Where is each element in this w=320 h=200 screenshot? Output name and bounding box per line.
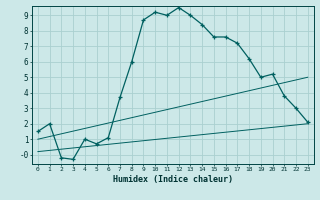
X-axis label: Humidex (Indice chaleur): Humidex (Indice chaleur) bbox=[113, 175, 233, 184]
